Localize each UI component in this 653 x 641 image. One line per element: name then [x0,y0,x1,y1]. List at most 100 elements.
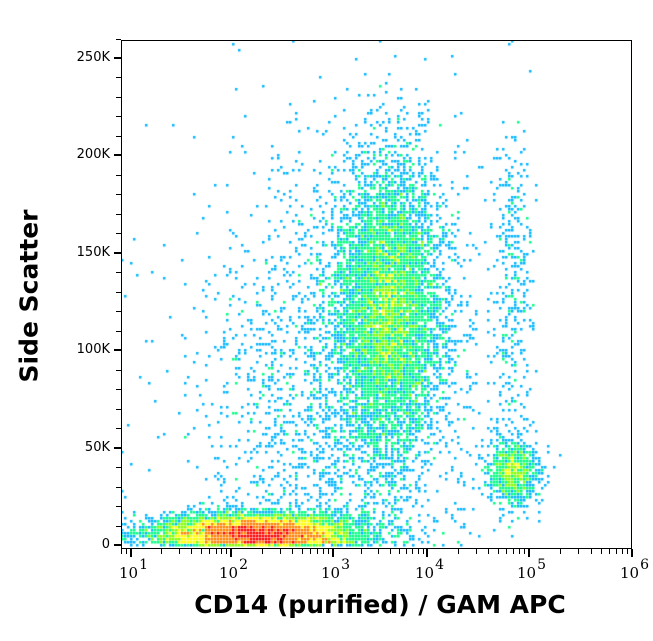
x-minor-tick [377,549,379,554]
x-tick-label: 106 [620,557,650,582]
x-minor-tick [317,549,319,554]
x-tick-exponent: 4 [435,557,445,573]
x-minor-tick [178,549,180,554]
y-minor-tick [116,233,121,235]
x-tick-base: 10 [119,564,139,582]
x-tick-exponent: 3 [341,557,351,573]
y-minor-tick [116,38,121,40]
x-minor-tick [513,549,515,554]
plot-frame [121,40,632,549]
y-minor-tick [116,369,121,371]
y-minor-tick [116,116,121,118]
y-major-tick [114,251,121,254]
x-axis-title: CD14 (purified) / GAM APC [194,590,566,619]
y-major-tick [114,544,121,546]
y-minor-tick [116,389,121,391]
x-minor-tick [609,549,611,554]
y-minor-tick [116,486,121,488]
x-tick-label: 101 [119,557,149,582]
y-minor-tick [116,194,121,196]
x-minor-tick [412,549,414,554]
x-minor-tick [208,549,210,554]
x-minor-tick [506,549,508,554]
y-tick-label: 0 [101,537,110,552]
x-minor-tick [622,549,624,554]
x-minor-tick [524,549,526,554]
x-minor-tick [498,549,500,554]
y-minor-tick [116,311,121,313]
y-minor-tick [116,272,121,274]
x-minor-tick [389,549,391,554]
x-tick-label: 102 [219,557,249,582]
x-minor-tick [600,549,602,554]
x-minor-tick [221,549,223,554]
y-minor-tick [116,525,121,527]
x-tick-label: 104 [415,557,445,582]
y-tick-label: 150K [76,244,110,260]
x-minor-tick [323,549,325,554]
x-minor-tick [279,549,281,554]
x-minor-tick [215,549,217,554]
x-major-tick [230,549,232,557]
x-minor-tick [398,549,400,554]
y-axis-title: Side Scatter [14,209,44,383]
x-tick-label: 103 [321,557,351,582]
x-minor-tick [422,549,424,554]
y-major-tick [114,349,121,352]
y-major-tick [114,57,121,59]
x-minor-tick [261,549,263,554]
y-minor-tick [116,77,121,79]
x-minor-tick [406,549,408,554]
y-tick-label: 100K [76,342,110,358]
x-minor-tick [292,549,294,554]
x-tick-base: 10 [517,564,537,582]
y-minor-tick [116,213,121,215]
y-minor-tick [116,291,121,293]
x-minor-tick [126,549,128,554]
y-major-tick [114,154,121,157]
x-minor-tick [121,549,123,554]
x-minor-tick [475,549,477,554]
y-minor-tick [116,174,121,176]
x-tick-base: 10 [321,564,341,582]
x-tick-exponent: 2 [239,557,249,573]
x-major-tick [332,549,334,557]
y-minor-tick [116,506,121,508]
y-tick-label: 200K [76,147,110,163]
x-minor-tick [519,549,521,554]
x-minor-tick [226,549,228,554]
x-minor-tick [591,549,592,554]
x-minor-tick [200,549,202,554]
x-tick-base: 10 [620,564,640,582]
x-major-tick [631,549,633,557]
y-major-tick [114,446,121,449]
x-tick-exponent: 5 [537,557,547,573]
x-tick-exponent: 1 [139,557,149,573]
x-minor-tick [161,549,163,554]
y-tick-label: 250K [76,50,110,65]
x-minor-tick [488,549,490,554]
x-minor-tick [578,549,580,554]
y-minor-tick [116,408,121,410]
x-minor-tick [417,549,419,554]
scatter-density-plot [121,40,632,549]
y-minor-tick [116,96,121,98]
x-minor-tick [560,549,561,554]
y-minor-tick [116,428,121,430]
y-minor-tick [116,330,121,332]
x-tick-exponent: 6 [640,557,650,573]
x-tick-label: 105 [517,557,547,582]
x-tick-base: 10 [219,564,239,582]
x-minor-tick [457,549,459,554]
x-minor-tick [302,549,304,554]
x-major-tick [130,549,132,557]
x-minor-tick [616,549,618,554]
y-minor-tick [116,135,121,137]
y-tick-label: 50K [84,439,110,455]
x-minor-tick [310,549,312,554]
x-minor-tick [361,549,363,554]
y-minor-tick [116,467,121,469]
x-major-tick [528,549,530,557]
x-tick-base: 10 [415,564,435,582]
x-minor-tick [627,549,629,554]
